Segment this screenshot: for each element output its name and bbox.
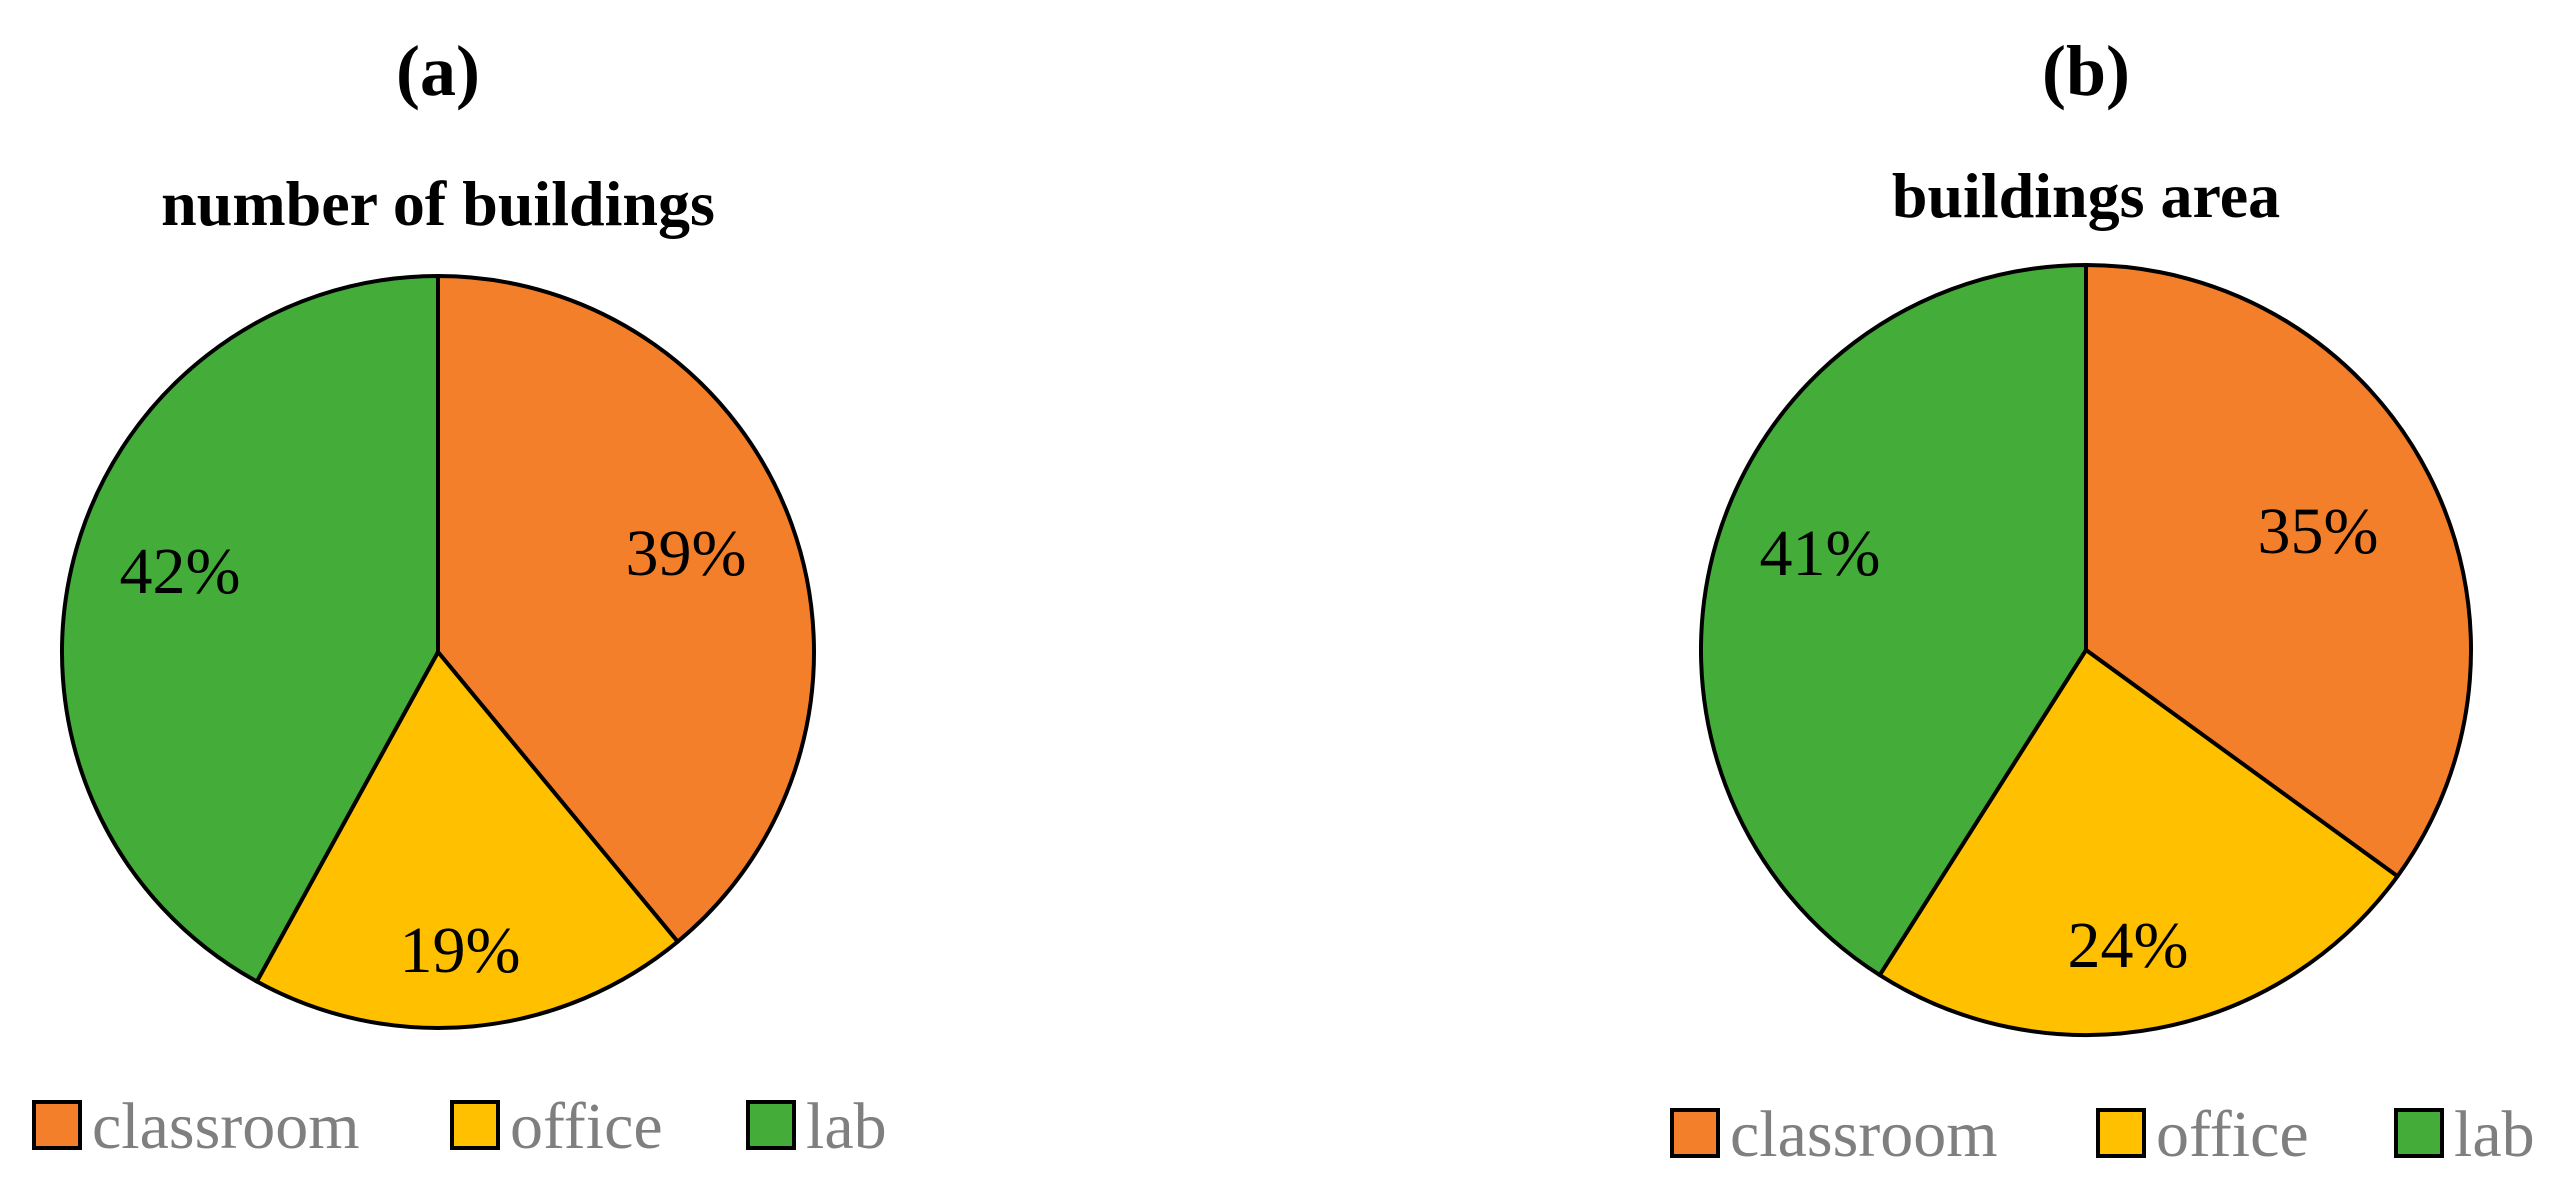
legend-label-classroom-b: classroom [1730,1098,1998,1171]
legend-swatch-office-b [2096,1108,2146,1158]
legend-label-office-b: office [2156,1098,2309,1171]
slice-label-lab-b: 41% [1760,517,1881,590]
pie-a-slices [60,274,816,1030]
pie-b-slices [1699,263,2473,1037]
pie-slice-lab-a [60,274,440,984]
pie-b-slice-labels: 35% 24% 41% [1760,495,2379,982]
legend-b: classroom office lab [1670,1098,2535,1171]
legend-a: classroom office lab [32,1090,887,1163]
pie-slice-lab-b [1699,263,2088,978]
pie-slice-classroom-a [436,274,816,944]
panel-label-a: (a) [396,31,480,111]
legend-swatch-office-a [450,1100,500,1150]
slice-label-classroom-a: 39% [626,517,747,590]
pie-slice-classroom-b [2084,263,2473,879]
legend-label-lab-a: lab [806,1090,887,1163]
chart-title-a: number of buildings [161,168,715,239]
legend-swatch-lab-b [2394,1108,2444,1158]
pie-a-slice-labels: 39% 19% 42% [120,517,747,987]
legend-swatch-classroom-b [1670,1108,1720,1158]
slice-label-lab-a: 42% [120,535,241,608]
legend-swatch-lab-a [746,1100,796,1150]
slice-label-classroom-b: 35% [2258,495,2379,568]
pie-chart-a: (a) number of buildings 39% 19% 42% clas… [32,31,887,1163]
legend-label-classroom-a: classroom [92,1090,360,1163]
pie-slice-office-b [1877,648,2400,1037]
slice-label-office-b: 24% [2068,909,2189,982]
chart-title-b: buildings area [1892,160,2280,231]
legend-label-lab-b: lab [2454,1098,2535,1171]
slice-label-office-a: 19% [400,914,521,987]
pie-chart-b: (b) buildings area 35% 24% 41% classroom… [1670,31,2535,1171]
legend-label-office-a: office [510,1090,663,1163]
panel-label-b: (b) [2042,31,2130,111]
legend-swatch-classroom-a [32,1100,82,1150]
pie-slice-office-a [254,650,680,1030]
